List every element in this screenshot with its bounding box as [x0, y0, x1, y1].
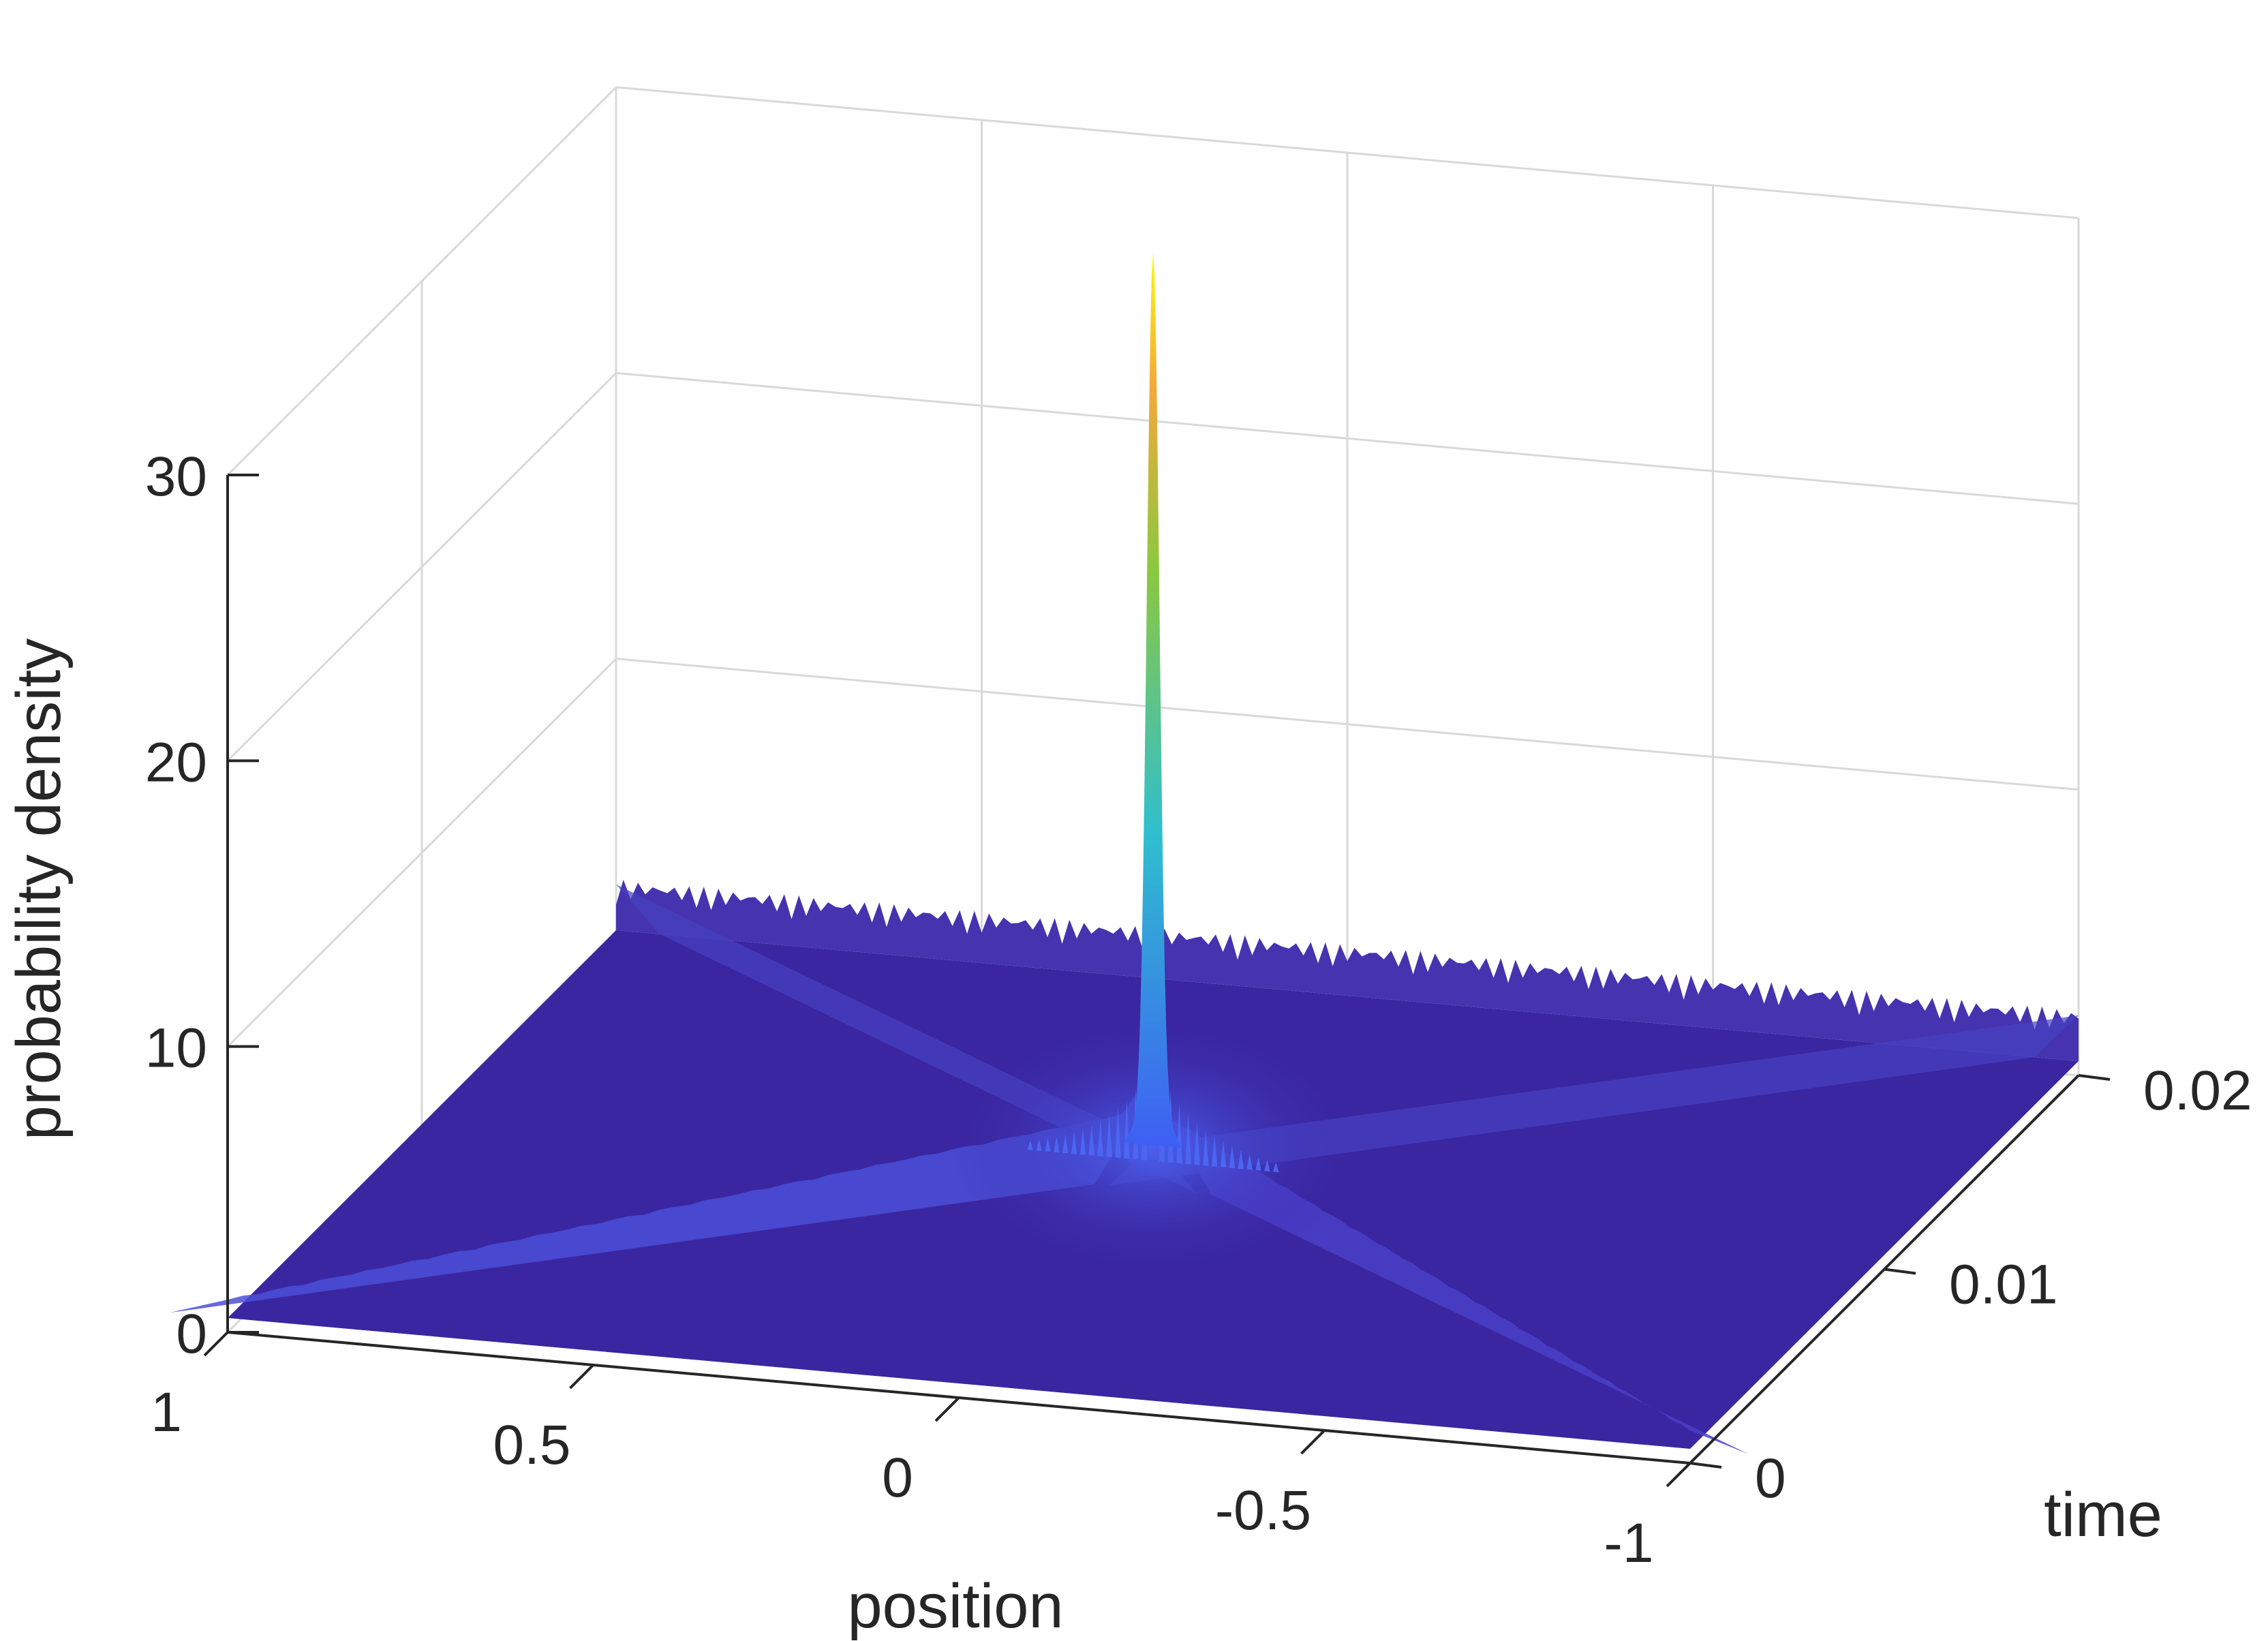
- grid-line: [226, 372, 617, 762]
- ripple-peak: [1202, 1129, 1209, 1166]
- x-axis-label: position: [847, 1571, 1063, 1641]
- x-tick-label: 1: [151, 1381, 182, 1443]
- x-tick: [1300, 1429, 1325, 1455]
- x-tick-labels: 1 0.5 0 -0.5 -1: [151, 1381, 1653, 1574]
- peak-glow: [949, 1017, 1358, 1276]
- probability-surface: [169, 252, 2079, 1454]
- y-tick-label: 0: [1755, 1447, 1786, 1509]
- y-tick: [2078, 1074, 2111, 1081]
- z-axis-label: probability density: [4, 639, 74, 1140]
- surface-far-edge: [616, 879, 2079, 1062]
- x-tick: [203, 1331, 229, 1357]
- z-tick-label: 10: [145, 1017, 207, 1079]
- ripple-peak: [1097, 1119, 1104, 1157]
- ripple-peak: [1106, 1114, 1112, 1158]
- grid-line: [226, 658, 617, 1047]
- y-tick: [1884, 1268, 1916, 1275]
- y-tick-label: 0.02: [2143, 1060, 2252, 1122]
- z-tick-label: 20: [145, 731, 207, 793]
- ripple-peak: [1246, 1153, 1253, 1170]
- ripple-peak: [1088, 1124, 1095, 1156]
- grid-line: [615, 658, 2079, 791]
- ripple-peak: [1036, 1139, 1042, 1152]
- y-axis-label: time: [2044, 1480, 2162, 1550]
- ripple-peak: [1062, 1134, 1069, 1154]
- ripple-peak: [1071, 1131, 1077, 1154]
- ripple-peak: [1272, 1162, 1279, 1173]
- axes: [203, 474, 2111, 1488]
- y-tick-labels: 0 0.01 0.02: [1755, 1060, 2252, 1509]
- x-tick-label: 0: [882, 1447, 913, 1509]
- ripple-peak: [1264, 1159, 1270, 1171]
- grid-line: [615, 86, 2079, 219]
- ripple-peak: [1115, 1106, 1121, 1159]
- ripple-peak: [1176, 1103, 1182, 1164]
- ripple-peak: [1238, 1150, 1244, 1169]
- ripple-peak: [1229, 1146, 1236, 1169]
- z-tick-label: 30: [145, 446, 207, 508]
- ripple-peak: [1054, 1136, 1060, 1153]
- ripple-peak: [1079, 1128, 1086, 1155]
- x-tick-label: -1: [1604, 1512, 1654, 1574]
- wave-front: [169, 1089, 1153, 1313]
- ripple-peak: [1124, 1098, 1130, 1159]
- grid-line: [615, 371, 2079, 505]
- ripple-peak: [1194, 1121, 1200, 1165]
- y-tick-label: 0.01: [1949, 1254, 2058, 1316]
- x-tick: [569, 1364, 594, 1390]
- ripple-peak: [1220, 1141, 1227, 1168]
- z-tick-labels: 0 10 20 30: [145, 446, 207, 1365]
- grid-line: [226, 86, 617, 476]
- ripple-peak: [1045, 1137, 1051, 1152]
- ripple-peak: [1211, 1135, 1218, 1167]
- y-tick: [1689, 1462, 1722, 1469]
- ripple-peak: [1255, 1156, 1261, 1171]
- x-tick: [1666, 1462, 1691, 1488]
- x-tick-label: -0.5: [1215, 1479, 1311, 1542]
- probability-peak: [1124, 252, 1182, 1148]
- ripple-peak: [1185, 1112, 1191, 1165]
- x-tick: [934, 1396, 960, 1422]
- z-tick-label: 0: [176, 1303, 207, 1365]
- ripple-peak: [1027, 1140, 1034, 1150]
- x-tick-label: 0.5: [493, 1414, 571, 1476]
